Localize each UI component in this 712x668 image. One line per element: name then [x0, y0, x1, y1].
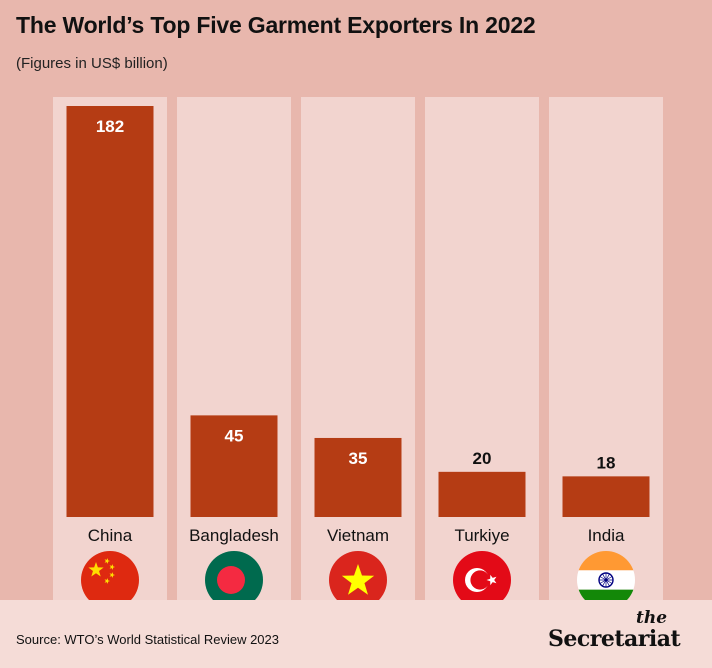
data-label-china: 182 — [96, 117, 124, 136]
vietnam-flag-icon — [329, 551, 387, 600]
column-panel-vietnam — [301, 97, 415, 600]
chart-title: The World’s Top Five Garment Exporters I… — [16, 12, 536, 38]
bar-bangladesh — [190, 415, 278, 517]
bar-china — [66, 106, 154, 517]
logo-the-text: the — [636, 608, 668, 628]
data-label-bangladesh: 45 — [225, 426, 244, 445]
category-label-india: India — [588, 526, 625, 545]
category-label-china: China — [88, 526, 133, 545]
bar-turkiye — [438, 471, 526, 517]
bangladesh-flag-icon — [205, 551, 263, 600]
india-flag-icon — [577, 551, 635, 600]
category-label-vietnam: Vietnam — [327, 526, 389, 545]
category-label-turkiye: Turkiye — [454, 526, 509, 545]
turkiye-flag-icon — [453, 551, 511, 600]
footer-band — [0, 600, 712, 668]
category-label-bangladesh: Bangladesh — [189, 526, 279, 545]
bar-chart: 182 China 45 Bangladesh 35 Vietnam 20 Turkiye 18… — [53, 97, 663, 600]
data-label-india: 18 — [597, 453, 616, 472]
chart-subtitle: (Figures in US$ billion) — [16, 55, 168, 72]
bar-india — [562, 476, 650, 517]
column-panel-bangladesh — [177, 97, 291, 600]
source-note: Source: WTO’s World Statistical Review 2… — [16, 632, 279, 647]
data-label-vietnam: 35 — [349, 449, 368, 468]
column-panel-india — [549, 97, 663, 600]
data-label-turkiye: 20 — [473, 449, 492, 468]
china-flag-icon — [81, 551, 139, 600]
logo-main-text: Secretariat — [548, 626, 681, 652]
column-panel-turkiye — [425, 97, 539, 600]
bar-vietnam — [314, 437, 402, 517]
